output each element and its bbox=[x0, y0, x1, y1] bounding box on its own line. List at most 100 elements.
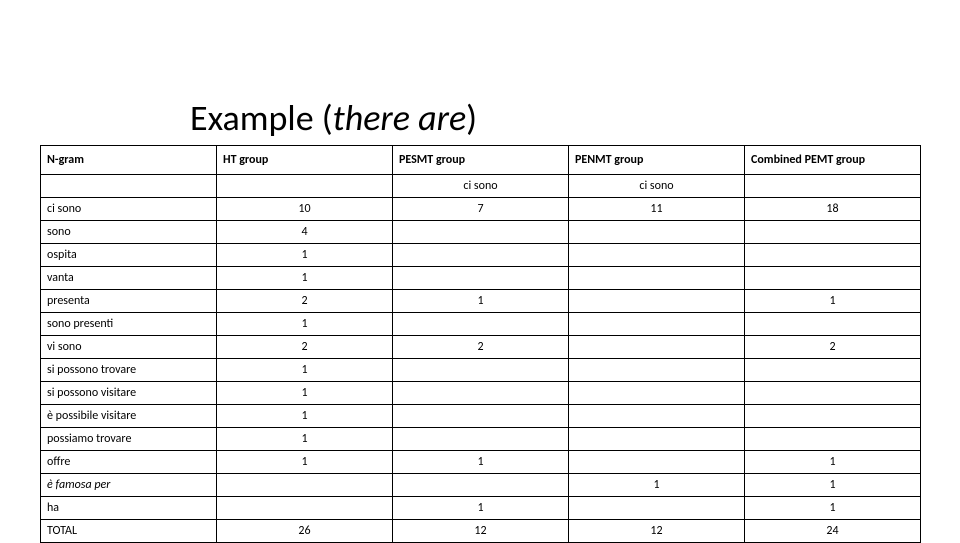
ngram-label-cell: ci sono bbox=[41, 198, 217, 221]
table-row: sono4 bbox=[41, 221, 921, 244]
table-header-row: N-gram HT group PESMT group PENMT group … bbox=[41, 146, 921, 175]
ht-cell: 2 bbox=[217, 336, 393, 359]
ngram-label-cell: vanta bbox=[41, 267, 217, 290]
col-header-ngram: N-gram bbox=[41, 146, 217, 175]
ht-cell: 1 bbox=[217, 382, 393, 405]
subheader-cell: ci sono bbox=[569, 175, 745, 198]
pesmt-cell bbox=[393, 359, 569, 382]
ngram-label-cell: è possibile visitare bbox=[41, 405, 217, 428]
combined-cell: 1 bbox=[745, 497, 921, 520]
penmt-cell bbox=[569, 244, 745, 267]
ngram-label-cell: sono presenti bbox=[41, 313, 217, 336]
table-row: vanta1 bbox=[41, 267, 921, 290]
combined-cell bbox=[745, 382, 921, 405]
ngram-label-cell: ha bbox=[41, 497, 217, 520]
ht-cell: 1 bbox=[217, 244, 393, 267]
penmt-cell bbox=[569, 221, 745, 244]
combined-cell: 1 bbox=[745, 474, 921, 497]
pesmt-cell bbox=[393, 474, 569, 497]
ht-cell: 1 bbox=[217, 405, 393, 428]
ht-cell: 26 bbox=[217, 520, 393, 543]
combined-cell bbox=[745, 359, 921, 382]
ngram-table-container: N-gram HT group PESMT group PENMT group … bbox=[40, 145, 920, 543]
ht-cell: 1 bbox=[217, 313, 393, 336]
ht-cell: 4 bbox=[217, 221, 393, 244]
title-prefix: Example ( bbox=[190, 96, 333, 140]
ngram-label-cell: presenta bbox=[41, 290, 217, 313]
penmt-cell bbox=[569, 382, 745, 405]
table-row: offre111 bbox=[41, 451, 921, 474]
pesmt-cell bbox=[393, 313, 569, 336]
table-row: vi sono222 bbox=[41, 336, 921, 359]
ht-cell: 2 bbox=[217, 290, 393, 313]
table-row: è possibile visitare1 bbox=[41, 405, 921, 428]
table-row: sono presenti1 bbox=[41, 313, 921, 336]
pesmt-cell bbox=[393, 405, 569, 428]
penmt-cell bbox=[569, 497, 745, 520]
table-row: si possono trovare1 bbox=[41, 359, 921, 382]
pesmt-cell: 1 bbox=[393, 451, 569, 474]
ngram-label-cell: TOTAL bbox=[41, 520, 217, 543]
ngram-label-cell: è famosa per bbox=[41, 474, 217, 497]
table-body: ci sono1071118sono4ospita1vanta1presenta… bbox=[41, 198, 921, 543]
penmt-cell bbox=[569, 313, 745, 336]
penmt-cell bbox=[569, 451, 745, 474]
pesmt-cell: 7 bbox=[393, 198, 569, 221]
ht-cell: 10 bbox=[217, 198, 393, 221]
table-row: TOTAL26121224 bbox=[41, 520, 921, 543]
penmt-cell: 1 bbox=[569, 474, 745, 497]
ngram-label-cell: vi sono bbox=[41, 336, 217, 359]
ngram-label-cell: ospita bbox=[41, 244, 217, 267]
combined-cell: 1 bbox=[745, 451, 921, 474]
penmt-cell bbox=[569, 336, 745, 359]
subheader-cell bbox=[745, 175, 921, 198]
penmt-cell bbox=[569, 290, 745, 313]
table-row: si possono visitare1 bbox=[41, 382, 921, 405]
pesmt-cell: 12 bbox=[393, 520, 569, 543]
ht-cell: 1 bbox=[217, 359, 393, 382]
combined-cell bbox=[745, 267, 921, 290]
combined-cell: 24 bbox=[745, 520, 921, 543]
ht-cell: 1 bbox=[217, 267, 393, 290]
pesmt-cell bbox=[393, 382, 569, 405]
penmt-cell bbox=[569, 267, 745, 290]
combined-cell bbox=[745, 313, 921, 336]
pesmt-cell bbox=[393, 221, 569, 244]
col-header-pesmt: PESMT group bbox=[393, 146, 569, 175]
subheader-cell bbox=[217, 175, 393, 198]
ht-cell bbox=[217, 474, 393, 497]
title-italic: there are bbox=[333, 96, 466, 140]
ngram-label-cell: offre bbox=[41, 451, 217, 474]
pesmt-cell bbox=[393, 267, 569, 290]
slide-title: Example (there are) bbox=[190, 96, 477, 140]
table-row: ospita1 bbox=[41, 244, 921, 267]
title-suffix: ) bbox=[466, 96, 477, 140]
col-header-penmt: PENMT group bbox=[569, 146, 745, 175]
pesmt-cell bbox=[393, 428, 569, 451]
pesmt-cell: 1 bbox=[393, 497, 569, 520]
ngram-table: N-gram HT group PESMT group PENMT group … bbox=[40, 145, 921, 543]
table-row: ci sono1071118 bbox=[41, 198, 921, 221]
ngram-label-cell: sono bbox=[41, 221, 217, 244]
penmt-cell bbox=[569, 428, 745, 451]
table-row: ha 1 1 bbox=[41, 497, 921, 520]
table-row: è famosa per 11 bbox=[41, 474, 921, 497]
table-row: possiamo trovare1 bbox=[41, 428, 921, 451]
penmt-cell: 12 bbox=[569, 520, 745, 543]
combined-cell: 1 bbox=[745, 290, 921, 313]
pesmt-cell: 1 bbox=[393, 290, 569, 313]
table-row: presenta211 bbox=[41, 290, 921, 313]
combined-cell: 2 bbox=[745, 336, 921, 359]
col-header-ht: HT group bbox=[217, 146, 393, 175]
combined-cell bbox=[745, 428, 921, 451]
col-header-combined: Combined PEMT group bbox=[745, 146, 921, 175]
table-subheader-row: ci sono ci sono bbox=[41, 175, 921, 198]
ht-cell bbox=[217, 497, 393, 520]
combined-cell bbox=[745, 221, 921, 244]
ngram-label-cell: si possono trovare bbox=[41, 359, 217, 382]
ht-cell: 1 bbox=[217, 451, 393, 474]
combined-cell bbox=[745, 244, 921, 267]
ngram-label-cell: si possono visitare bbox=[41, 382, 217, 405]
subheader-cell bbox=[41, 175, 217, 198]
ngram-label-cell: possiamo trovare bbox=[41, 428, 217, 451]
